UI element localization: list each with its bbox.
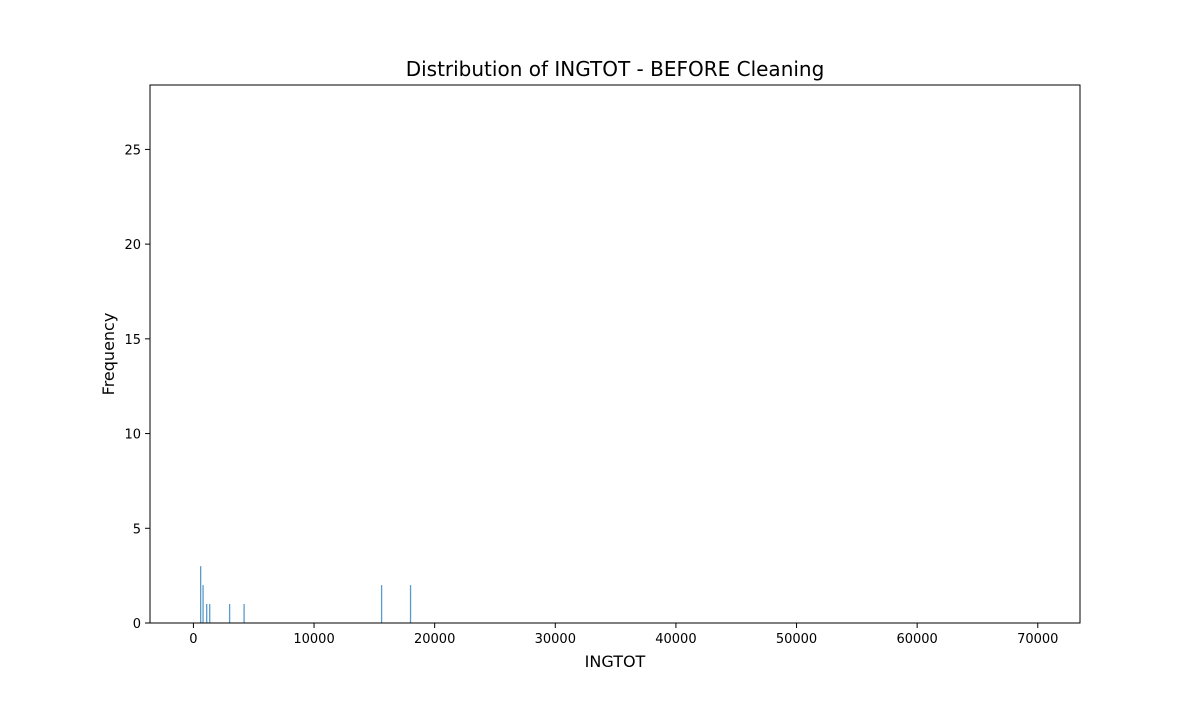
y-tick-label: 0	[133, 617, 141, 632]
x-tick-label: 70000	[1017, 632, 1058, 647]
x-axis-label: INGTOT	[585, 652, 646, 671]
y-axis-label: Frequency	[99, 313, 118, 396]
histogram-bar	[228, 604, 231, 623]
y-tick-label: 20	[124, 238, 141, 253]
x-tick-label: 0	[189, 632, 197, 647]
y-tick-label: 15	[124, 333, 141, 348]
histogram-bar	[409, 585, 412, 623]
histogram-bar	[209, 604, 211, 623]
histogram-bar	[200, 566, 202, 623]
x-tick-label: 60000	[896, 632, 937, 647]
chart-title: Distribution of INGTOT - BEFORE Cleaning	[406, 57, 825, 81]
histogram-bar	[202, 585, 204, 623]
y-tick-label: 25	[124, 143, 141, 158]
plot-frame	[149, 84, 1081, 624]
y-axis-ticks: 0 5 10 15 20 25	[124, 143, 150, 632]
x-tick-label: 40000	[655, 632, 696, 647]
x-tick-label: 20000	[414, 632, 455, 647]
histogram-bars	[200, 566, 412, 623]
histogram-bar	[206, 604, 208, 623]
x-tick-label: 10000	[293, 632, 334, 647]
x-axis-ticks: 0 10000 20000 30000 40000 50000 60000 70000	[189, 623, 1058, 647]
histogram-bar	[380, 585, 383, 623]
histogram-bar	[243, 604, 245, 623]
x-tick-label: 30000	[535, 632, 576, 647]
y-tick-label: 10	[124, 428, 141, 443]
y-tick-label: 5	[133, 522, 141, 537]
x-tick-label: 50000	[776, 632, 817, 647]
